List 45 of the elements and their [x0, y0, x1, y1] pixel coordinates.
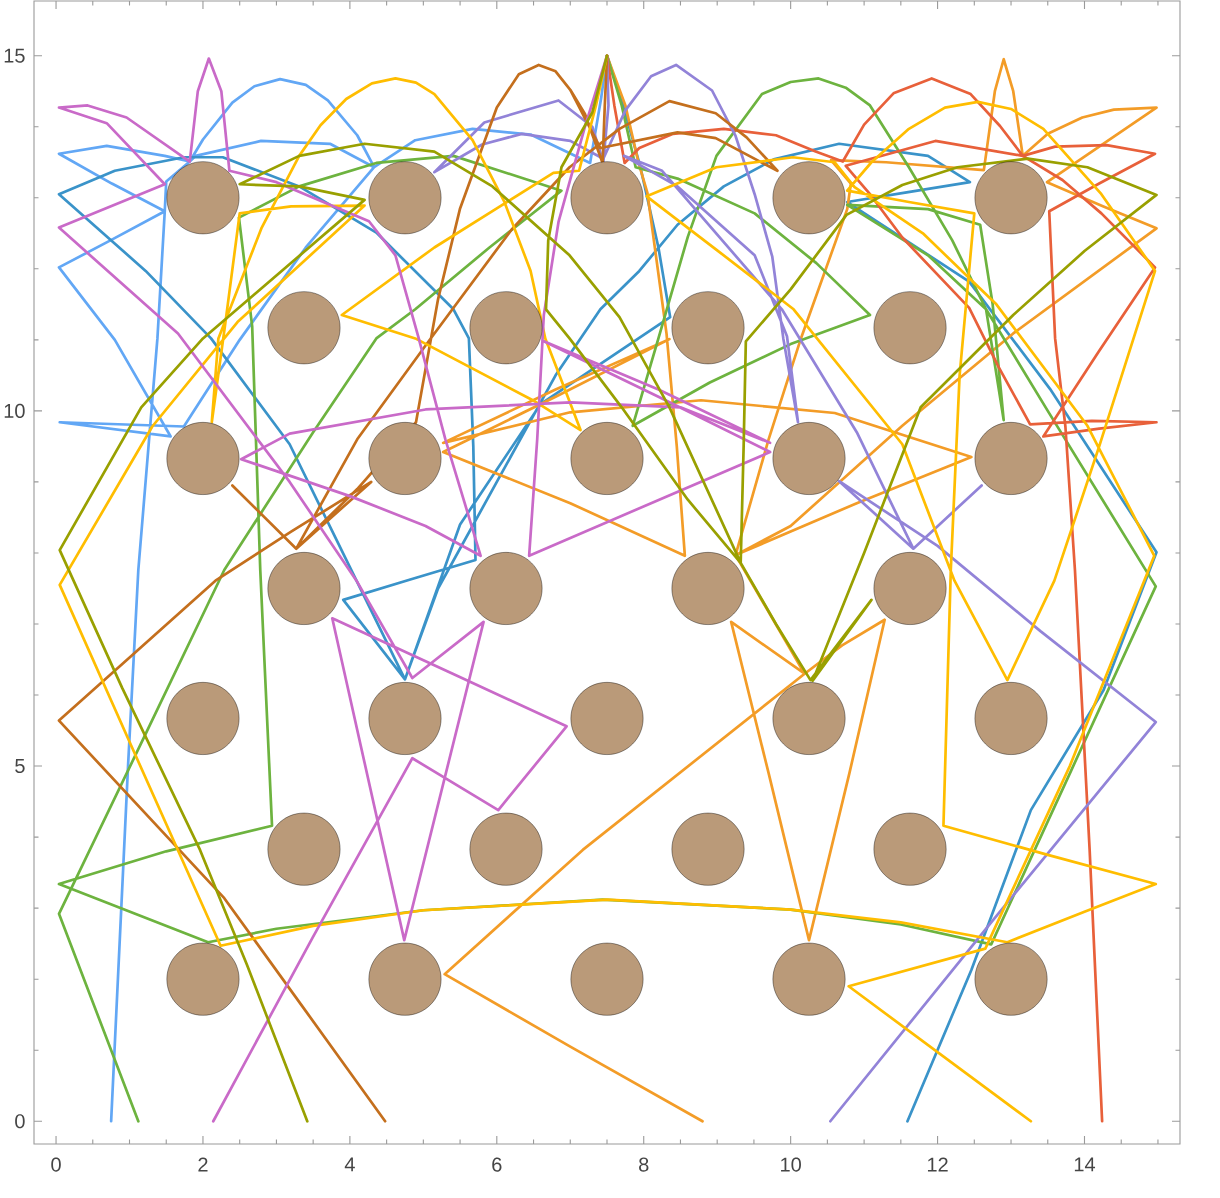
point — [267, 552, 341, 625]
point — [469, 812, 543, 886]
point — [368, 422, 442, 495]
point — [267, 812, 341, 886]
point — [671, 812, 745, 886]
point — [166, 422, 240, 495]
point — [570, 682, 644, 755]
y-tick-label: 10 — [4, 403, 25, 418]
point — [974, 682, 1048, 755]
point — [166, 942, 240, 1016]
point — [570, 422, 644, 495]
x-tick-label: 2 — [198, 1157, 208, 1172]
point — [368, 161, 442, 235]
point — [772, 682, 846, 755]
point — [772, 161, 846, 235]
point — [974, 942, 1048, 1016]
point — [469, 552, 543, 625]
point — [671, 552, 745, 625]
x-tick-label: 12 — [927, 1157, 948, 1172]
x-tick-label: 8 — [639, 1157, 649, 1172]
y-tick-label: 0 — [15, 1114, 25, 1129]
x-tick-label: 10 — [781, 1157, 801, 1172]
point — [267, 291, 341, 365]
point — [166, 161, 240, 235]
x-tick-label: 14 — [1074, 1157, 1096, 1172]
point — [873, 291, 947, 365]
point — [772, 422, 846, 495]
x-tick-label: 0 — [51, 1157, 61, 1172]
point — [469, 291, 543, 365]
x-tick-label: 6 — [492, 1157, 502, 1172]
point — [368, 682, 442, 755]
line-series — [605, 54, 1158, 1123]
point — [873, 552, 947, 625]
point — [570, 942, 644, 1016]
point — [671, 291, 745, 365]
point — [368, 942, 442, 1016]
point — [873, 812, 947, 886]
x-tick-label: 4 — [344, 1157, 355, 1172]
point — [974, 161, 1048, 235]
point — [166, 682, 240, 755]
point — [974, 422, 1048, 495]
point — [570, 161, 644, 235]
y-tick-label: 5 — [15, 759, 25, 774]
y-tick-label: 15 — [4, 48, 25, 63]
point — [772, 942, 846, 1016]
